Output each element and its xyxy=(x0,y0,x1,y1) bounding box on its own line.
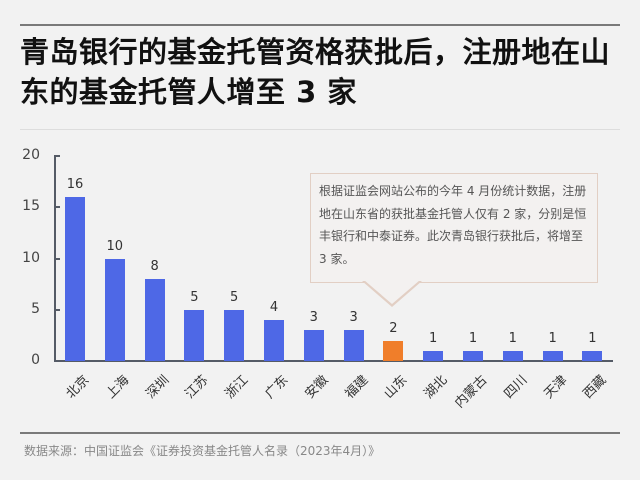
bar xyxy=(463,350,483,361)
x-tick-label: 山东 xyxy=(381,372,411,402)
x-tick-label: 内蒙古 xyxy=(452,372,491,412)
bar-value-label: 2 xyxy=(389,320,398,336)
data-source: 数据来源：中国证监会《证券投资基金托管人名录（2023年4月）》 xyxy=(24,444,381,458)
y-tick-label: 5 xyxy=(31,300,40,317)
bar xyxy=(104,258,125,361)
bar-value-label: 3 xyxy=(309,310,318,326)
bar xyxy=(542,350,563,361)
y-tick-mark xyxy=(54,155,60,157)
bar-value-label: 16 xyxy=(66,177,84,192)
bar xyxy=(582,350,603,361)
bar-value-label: 5 xyxy=(190,289,199,305)
y-tick-mark xyxy=(54,206,60,209)
x-tick-label: 安徽 xyxy=(302,372,332,402)
x-tick-label: 四川 xyxy=(501,372,531,402)
x-tick-label: 北京 xyxy=(63,372,93,402)
bar xyxy=(184,309,205,361)
x-tick-label: 深圳 xyxy=(143,372,173,402)
bar-value-label: 8 xyxy=(150,259,159,274)
bar xyxy=(224,309,245,361)
bar xyxy=(65,197,85,361)
top-rule xyxy=(20,24,620,26)
x-tick-label: 西藏 xyxy=(580,372,610,402)
y-tick-label: 0 xyxy=(31,352,40,368)
x-tick-label: 江苏 xyxy=(182,372,212,402)
bar-chart: 0 5 10 15 20 16 北京 10 上海 8 深圳 5 江苏 5 浙江 4 广东 3 安徽 3 福建 2 山东 1 湖北… xyxy=(22,147,613,412)
x-tick-label: 湖北 xyxy=(421,372,451,402)
bar-value-label: 1 xyxy=(468,330,478,346)
bar xyxy=(502,350,523,361)
y-tick-mark xyxy=(54,257,60,260)
bar-value-label: 1 xyxy=(429,330,438,346)
title-rule xyxy=(20,129,620,130)
bar-value-label: 10 xyxy=(106,238,124,254)
bar-value-label: 1 xyxy=(588,330,597,346)
bar xyxy=(264,320,284,361)
y-tick-label: 10 xyxy=(22,249,40,266)
bar xyxy=(383,340,404,361)
x-tick-label: 上海 xyxy=(103,372,133,402)
bar xyxy=(303,330,324,361)
bar-value-label: 1 xyxy=(548,330,557,346)
y-tick-label: 20 xyxy=(22,147,40,163)
y-tick-label: 15 xyxy=(22,198,40,215)
x-tick-label: 广东 xyxy=(262,372,292,402)
y-tick-mark xyxy=(54,360,60,362)
bar xyxy=(144,279,165,361)
annotation-box: 根据证监会网站公布的今年 4 月份统计数据，注册地在山东省的获批基金托管人仅有 … xyxy=(310,173,598,283)
chart-title: 青岛银行的基金托管资格获批后，注册地在山东的基金托管人增至 3 家 xyxy=(20,35,611,109)
x-tick-label: 福建 xyxy=(342,372,372,402)
x-tick-label: 天津 xyxy=(541,372,571,402)
bar-value-label: 3 xyxy=(349,310,358,326)
bar-value-label: 4 xyxy=(269,300,279,315)
x-axis xyxy=(54,360,613,362)
y-tick-mark xyxy=(54,308,60,311)
bar xyxy=(343,330,364,361)
bar-value-label: 5 xyxy=(230,289,239,305)
x-tick-label: 浙江 xyxy=(222,372,252,402)
bar xyxy=(423,350,444,361)
footer-rule xyxy=(20,432,620,434)
bar-value-label: 1 xyxy=(508,330,517,346)
